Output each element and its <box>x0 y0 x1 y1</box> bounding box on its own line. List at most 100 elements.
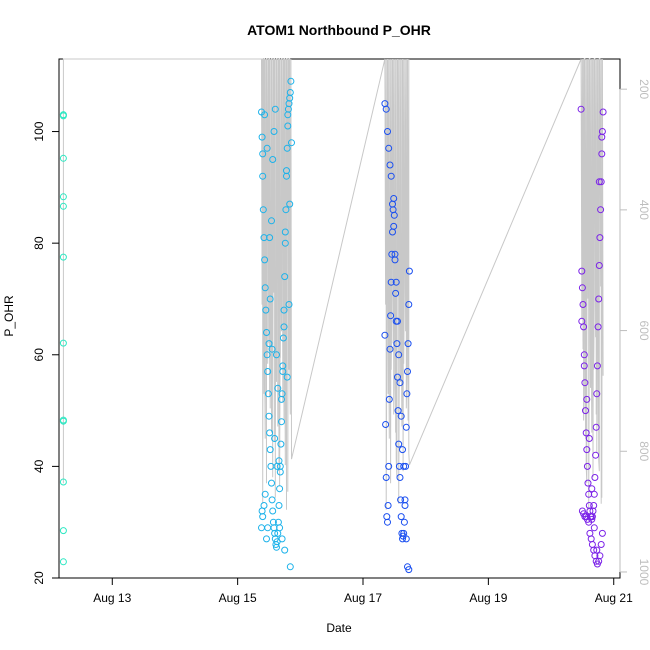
data-point <box>593 390 601 398</box>
data-point <box>392 278 400 286</box>
data-point <box>597 178 605 186</box>
data-point <box>285 301 293 308</box>
data-point <box>583 395 591 403</box>
data-point <box>592 451 600 459</box>
data-point <box>269 156 277 163</box>
right-axis: 200 400 600 800 1000 <box>619 79 650 586</box>
data-point <box>275 502 283 509</box>
data-point <box>404 340 412 348</box>
data-point <box>266 234 274 242</box>
data-point <box>577 105 585 113</box>
data-point <box>263 535 270 543</box>
data-point <box>258 507 266 515</box>
data-point <box>271 105 279 113</box>
data-point <box>397 496 405 504</box>
data-point <box>269 507 277 515</box>
data-point <box>598 133 606 141</box>
data-point <box>597 541 605 548</box>
x-axis: Aug 13 Aug 15 Aug 17 Aug 19 Aug 21 <box>93 578 633 605</box>
data-point <box>387 172 395 180</box>
data-point <box>582 407 589 415</box>
series-3 <box>577 105 607 568</box>
data-point <box>264 524 272 532</box>
data-point <box>261 111 269 119</box>
data-point <box>590 524 598 532</box>
data-point <box>59 527 67 535</box>
data-point <box>259 150 267 158</box>
data-point <box>264 368 272 375</box>
y2-tick-label-2: 600 <box>637 321 650 341</box>
data-point <box>258 133 266 141</box>
data-point <box>401 502 409 509</box>
data-point <box>396 379 404 387</box>
x-tick-label-0: Aug 13 <box>93 591 131 605</box>
data-point <box>59 202 67 210</box>
data-point <box>276 468 284 476</box>
data-point <box>277 440 285 448</box>
data-point <box>284 122 292 130</box>
y-tick-label-3: 80 <box>32 236 46 250</box>
x-tick-label-1: Aug 15 <box>219 591 257 605</box>
y2-tick-label-4: 1000 <box>637 559 650 586</box>
data-point <box>599 108 607 116</box>
data-point <box>403 390 411 398</box>
data-point <box>391 256 399 264</box>
data-point <box>263 351 271 359</box>
y-tick-label-2: 60 <box>32 348 46 362</box>
data-point <box>384 518 391 526</box>
data-point <box>405 301 413 308</box>
data-point <box>59 253 67 261</box>
data-point <box>394 317 401 325</box>
data-point <box>281 546 289 554</box>
data-point <box>274 384 282 392</box>
data-point <box>282 206 290 214</box>
data-point <box>396 474 404 481</box>
data-point <box>587 535 595 543</box>
data-point <box>596 234 604 242</box>
series-points <box>59 77 607 574</box>
data-point <box>388 250 396 258</box>
data-point <box>263 144 271 152</box>
data-point <box>593 362 601 370</box>
data-point <box>405 267 413 275</box>
data-point <box>400 529 408 537</box>
chart-title: ATOM1 Northbound P_OHR <box>247 22 431 38</box>
data-point <box>283 144 291 152</box>
data-point <box>595 178 603 186</box>
data-point <box>276 485 284 493</box>
data-point <box>278 395 285 403</box>
data-point <box>287 77 295 85</box>
y2-tick-label-0: 200 <box>637 79 650 99</box>
data-point <box>276 524 284 532</box>
x-tick-label-3: Aug 19 <box>469 591 507 605</box>
data-point <box>385 462 393 470</box>
data-point <box>598 150 606 158</box>
data-point <box>268 479 275 487</box>
data-point <box>592 423 600 431</box>
data-point <box>390 222 398 230</box>
data-point <box>581 379 589 387</box>
data-point <box>283 373 291 381</box>
data-point <box>59 478 67 486</box>
data-point <box>386 345 394 353</box>
data-point <box>387 312 395 320</box>
data-point <box>279 334 287 342</box>
data-point <box>284 111 292 119</box>
data-point <box>394 373 401 381</box>
data-point <box>595 262 603 269</box>
data-point <box>263 329 270 336</box>
data-point <box>386 161 394 169</box>
data-point <box>286 563 294 571</box>
data-point <box>59 339 67 347</box>
data-point <box>578 284 586 292</box>
data-point <box>273 351 280 359</box>
data-point <box>259 513 267 521</box>
data-point <box>583 462 591 470</box>
data-point <box>281 273 289 281</box>
data-point <box>588 541 596 548</box>
data-point <box>404 368 411 375</box>
data-point <box>268 217 275 225</box>
data-point <box>278 535 286 543</box>
data-point <box>578 317 586 325</box>
data-point <box>400 462 408 470</box>
